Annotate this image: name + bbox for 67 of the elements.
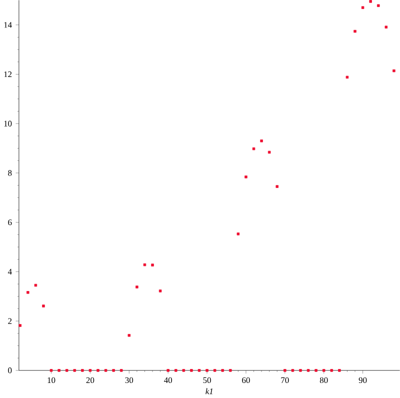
point (112, 369, 115, 372)
point (143, 264, 146, 266)
point (174, 369, 178, 372)
x-tick-label: 50 (203, 378, 211, 384)
y-tick-label: 14 (4, 22, 12, 28)
point (392, 70, 396, 72)
point (376, 4, 380, 8)
point (34, 284, 38, 287)
x-tick-label: 10 (48, 378, 56, 384)
point (198, 369, 201, 372)
point (65, 369, 68, 372)
point (128, 334, 131, 337)
point (221, 369, 224, 372)
point (346, 76, 349, 79)
y-tick-label: 12 (4, 72, 12, 78)
point (81, 369, 84, 372)
x-tick-label: 30 (125, 378, 134, 384)
point (213, 369, 216, 372)
point (88, 369, 92, 372)
point (104, 369, 108, 372)
point (151, 264, 154, 267)
point (314, 369, 318, 372)
point (369, 0, 372, 4)
y-tick-label: 6 (8, 220, 12, 226)
y-tick-label: 8 (8, 170, 12, 176)
point (136, 286, 138, 289)
point (229, 369, 232, 372)
point (58, 369, 60, 372)
point (18, 324, 22, 328)
y-tick-label: 10 (4, 120, 12, 127)
point (330, 369, 334, 372)
point (182, 369, 186, 372)
point (268, 151, 271, 154)
point (244, 176, 248, 178)
y-tick-label: 2 (8, 318, 12, 324)
x-tick-label: 70 (281, 378, 289, 384)
point (322, 369, 326, 372)
point (284, 369, 286, 372)
y-tick-label: 0 (8, 368, 12, 374)
point (384, 26, 388, 29)
point (299, 369, 302, 372)
point (252, 148, 256, 150)
x-tick-label: 20 (86, 378, 94, 384)
point (158, 290, 162, 293)
point (73, 369, 76, 372)
point (354, 30, 356, 33)
point (190, 369, 193, 372)
x-tick-label: 90 (358, 378, 367, 384)
point (26, 291, 30, 294)
point (166, 369, 170, 372)
point (206, 369, 208, 372)
point (276, 185, 279, 188)
x-tick-label: 60 (242, 378, 250, 384)
point (236, 232, 240, 236)
y-tick-label: 4 (8, 269, 12, 275)
point (42, 304, 45, 308)
point (50, 369, 53, 372)
x-tick-label: 40 (164, 378, 172, 384)
point (291, 369, 294, 372)
x-axis-title: k1 (206, 388, 212, 394)
point (361, 6, 364, 10)
x-tick-label: 80 (320, 378, 328, 384)
point (306, 369, 310, 372)
point (260, 140, 263, 142)
point (120, 369, 123, 372)
point (96, 369, 100, 372)
point (338, 369, 341, 372)
